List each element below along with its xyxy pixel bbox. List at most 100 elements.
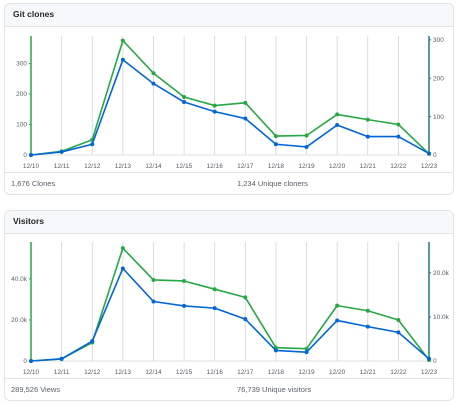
x-tick-label: 12/19 <box>298 369 315 376</box>
x-tick-label: 12/22 <box>390 369 407 376</box>
data-point <box>59 356 64 361</box>
x-tick-label: 12/17 <box>237 163 254 170</box>
right-tick-label: 0 <box>433 152 437 159</box>
panel-title: Git clones <box>5 4 453 27</box>
x-tick-label: 12/18 <box>268 369 285 376</box>
right-tick-label: 20.0k <box>433 270 450 277</box>
left-tick-label: 40.0k <box>11 276 28 283</box>
series-line <box>30 267 430 362</box>
data-point <box>304 133 309 138</box>
data-point <box>365 117 370 122</box>
x-tick-label: 12/19 <box>298 163 315 170</box>
series-line <box>30 39 430 156</box>
data-point <box>59 149 64 154</box>
series-line <box>30 247 430 362</box>
data-point <box>304 346 309 351</box>
data-point <box>243 317 248 322</box>
git-clones-chart: 0 100 200 300 0 100 200 300 12/10 12/11 12/12 12/13… <box>16 36 444 170</box>
data-point <box>120 266 125 271</box>
data-point <box>243 116 248 121</box>
data-point <box>273 142 278 147</box>
data-point <box>365 134 370 139</box>
data-point <box>335 112 340 117</box>
data-point <box>273 348 278 353</box>
clones-count: 1,676 Clones <box>11 179 56 188</box>
left-tick-label: 100 <box>16 122 27 129</box>
data-point <box>151 299 156 304</box>
left-tick-label: 0 <box>23 152 27 159</box>
x-tick-label: 12/14 <box>145 369 162 376</box>
data-point <box>29 359 33 363</box>
data-point <box>151 71 156 76</box>
x-tick-label: 12/12 <box>84 369 101 376</box>
data-point <box>396 122 401 127</box>
data-point <box>120 38 125 43</box>
panel-footer: 1,676 Clones 1,234 Unique cloners <box>5 172 453 194</box>
x-tick-label: 12/22 <box>390 163 407 170</box>
unique-visitors-count: 76,739 Unique visitors <box>237 385 312 394</box>
x-tick-label: 12/15 <box>176 369 193 376</box>
data-point <box>182 303 187 308</box>
visitors-chart: 0 20.0k 40.0k 0 10.0k 20.0k 12/10 12/11 12/12 12/… <box>11 242 450 376</box>
x-tick-label: 12/16 <box>207 369 224 376</box>
data-point <box>182 278 187 283</box>
data-point <box>182 95 187 100</box>
panel-footer: 289,526 Views 76,739 Unique visitors <box>5 378 453 400</box>
right-tick-label: 100 <box>433 114 444 121</box>
data-point <box>396 317 401 322</box>
data-point <box>335 303 340 308</box>
left-tick-label: 300 <box>16 61 27 68</box>
x-tick-label: 12/10 <box>23 163 40 170</box>
data-point <box>273 134 278 139</box>
unique-cloners-count: 1,234 Unique cloners <box>237 179 308 188</box>
x-tick-label: 12/13 <box>115 163 132 170</box>
data-point <box>29 153 33 157</box>
data-point <box>90 339 95 344</box>
right-tick-label: 0 <box>433 358 437 365</box>
x-tick-label: 12/11 <box>54 369 70 376</box>
data-point <box>151 81 156 86</box>
git-clones-panel: Git clones 0 100 200 300 0 100 200 300 12/10 12/1… <box>4 3 454 195</box>
data-point <box>365 308 370 313</box>
left-tick-label: 200 <box>16 91 27 98</box>
data-point <box>212 109 217 114</box>
right-tick-label: 200 <box>433 75 444 82</box>
x-tick-label: 12/14 <box>145 163 162 170</box>
data-point <box>335 123 340 128</box>
data-point <box>212 287 217 292</box>
x-tick-label: 12/16 <box>207 163 224 170</box>
x-tick-label: 12/18 <box>268 163 285 170</box>
data-point <box>90 142 95 147</box>
data-point <box>243 295 248 300</box>
left-tick-label: 0 <box>23 358 27 365</box>
left-tick-label: 20.0k <box>11 317 28 324</box>
x-tick-label: 12/20 <box>329 163 346 170</box>
data-point <box>396 330 401 335</box>
right-tick-label: 300 <box>433 37 444 44</box>
x-tick-label: 12/23 <box>421 369 438 376</box>
x-tick-label: 12/15 <box>176 163 193 170</box>
right-tick-label: 10.0k <box>433 314 450 321</box>
x-tick-label: 12/13 <box>115 369 132 376</box>
x-tick-label: 12/21 <box>360 369 377 376</box>
data-point <box>243 100 248 105</box>
x-tick-label: 12/11 <box>54 163 70 170</box>
x-tick-label: 12/10 <box>23 369 40 376</box>
x-tick-label: 12/21 <box>360 163 377 170</box>
data-point <box>120 246 125 251</box>
data-point <box>151 277 156 282</box>
data-point <box>396 134 401 139</box>
data-point <box>365 324 370 329</box>
data-point <box>182 100 187 105</box>
x-tick-label: 12/23 <box>421 163 438 170</box>
views-count: 289,526 Views <box>11 385 61 394</box>
data-point <box>304 350 309 355</box>
data-point <box>304 144 309 149</box>
visitors-panel: Visitors 0 20.0k 40.0k 0 10.0k 20.0k 12/10 12/1… <box>4 210 454 401</box>
series-line <box>30 58 430 156</box>
x-tick-label: 12/12 <box>84 163 101 170</box>
data-point <box>212 103 217 108</box>
panel-title: Visitors <box>5 211 453 234</box>
data-point <box>427 356 431 361</box>
x-tick-label: 12/17 <box>237 369 254 376</box>
